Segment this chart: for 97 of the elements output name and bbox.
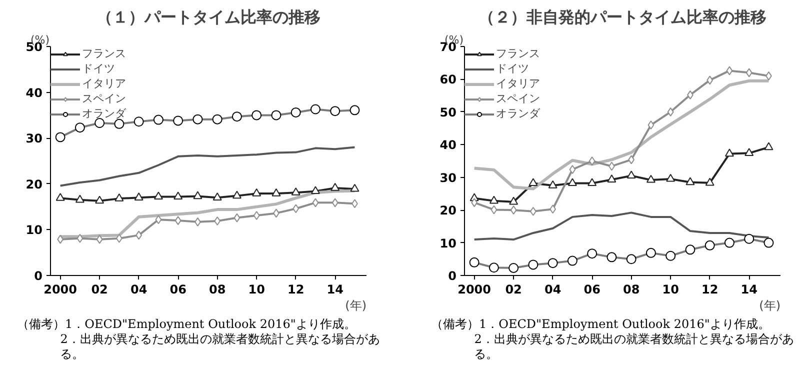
- point: [588, 178, 597, 186]
- point: [588, 156, 596, 166]
- y-tick-label: 60: [440, 72, 457, 87]
- point: [253, 211, 260, 220]
- x-tick-label: 14: [740, 282, 758, 296]
- x-tick-label: 08: [622, 282, 640, 296]
- x-tick-label: 10: [248, 282, 265, 296]
- x-tick-label: 12: [287, 282, 304, 296]
- point: [232, 190, 242, 199]
- point: [56, 192, 65, 201]
- x-tick-label: 2000: [458, 282, 492, 296]
- x-tick-label: 10: [662, 282, 679, 296]
- point: [746, 68, 752, 78]
- point: [744, 148, 754, 156]
- legend-label: ドイツ: [82, 61, 115, 76]
- point: [607, 174, 616, 182]
- y-tick-label: 0: [34, 269, 43, 283]
- point: [724, 148, 734, 157]
- text: 2．出典が異なるため既出の就業者数統計と異なる場合がある。: [473, 332, 794, 362]
- point: [569, 165, 576, 174]
- x-tick-label: 12: [701, 282, 718, 296]
- point: [154, 192, 163, 200]
- line-series: [59, 146, 356, 187]
- point: [155, 215, 162, 224]
- legend-label: イタリア: [496, 76, 540, 91]
- point: [706, 76, 714, 85]
- y-tick-label: 0: [448, 269, 457, 283]
- point: [686, 177, 695, 186]
- y-tick-label: 30: [26, 132, 43, 146]
- point: [528, 178, 538, 186]
- point: [568, 178, 577, 186]
- text: 2．出典が異なるため既出の就業者数統計と異なる場合がある。: [59, 332, 380, 362]
- text: （備考）1．OECD"Employment Outlook 2016"より作成。: [17, 317, 357, 332]
- x-axis-title: (年): [759, 298, 781, 312]
- x-tick-label: 2000: [44, 282, 78, 296]
- point: [666, 174, 676, 182]
- x-tick-label: 02: [505, 282, 522, 296]
- x-tick-label: 02: [91, 282, 108, 296]
- point: [310, 186, 320, 194]
- point: [291, 187, 300, 196]
- y-tick-label: 50: [440, 105, 457, 120]
- x-axis-title: (年): [345, 298, 367, 312]
- point: [292, 204, 300, 214]
- legend-label: スペイン: [496, 91, 540, 106]
- point: [490, 205, 498, 214]
- point: [667, 107, 674, 116]
- point: [252, 188, 262, 196]
- y-tick-label: 10: [440, 236, 457, 250]
- legend-label: オランダ: [496, 106, 540, 121]
- y-tick-label: 30: [440, 170, 457, 185]
- point: [330, 182, 340, 191]
- text: （備考）1．OECD"Employment Outlook 2016"より作成。: [431, 317, 771, 332]
- x-tick-label: 14: [326, 282, 344, 296]
- x-tick-label: 06: [584, 282, 600, 296]
- y-tick-label: 20: [440, 204, 457, 218]
- point: [648, 120, 654, 130]
- point: [96, 234, 103, 244]
- point: [212, 192, 222, 200]
- chart-title: （１）パートタイム比率の推移: [96, 8, 320, 26]
- legend-label: フランス: [82, 46, 126, 61]
- point: [350, 184, 360, 192]
- point: [646, 174, 656, 183]
- y-tick-label: 10: [26, 223, 43, 238]
- point: [626, 170, 636, 179]
- chart-title: （２）非自発的パートタイム比率の推移: [478, 8, 766, 26]
- point: [214, 216, 220, 226]
- point: [509, 196, 518, 205]
- legend-label: イタリア: [82, 76, 126, 91]
- point: [134, 192, 144, 200]
- point: [174, 192, 183, 200]
- legend-label: ドイツ: [496, 61, 529, 76]
- point: [114, 193, 124, 202]
- point: [272, 188, 281, 196]
- point: [332, 198, 338, 208]
- legend-label: フランス: [496, 46, 540, 61]
- point: [726, 66, 733, 76]
- point: [234, 213, 240, 222]
- point: [174, 216, 182, 226]
- point: [75, 194, 84, 203]
- legend-label: スペイン: [82, 91, 126, 106]
- y-tick-label: 40: [440, 138, 457, 152]
- x-tick-label: 04: [130, 282, 148, 296]
- x-tick-label: 06: [170, 282, 186, 296]
- point: [548, 180, 558, 188]
- point: [764, 142, 774, 150]
- point: [312, 198, 319, 208]
- y-tick-label: 20: [26, 177, 43, 192]
- point: [193, 191, 202, 200]
- x-tick-label: 08: [208, 282, 226, 296]
- point: [489, 196, 498, 204]
- point: [95, 196, 104, 204]
- y-tick-label: 40: [26, 86, 43, 100]
- x-tick-label: 04: [544, 282, 562, 296]
- legend-label: オランダ: [82, 106, 126, 121]
- point: [76, 234, 84, 243]
- point: [705, 178, 714, 186]
- point: [510, 206, 517, 215]
